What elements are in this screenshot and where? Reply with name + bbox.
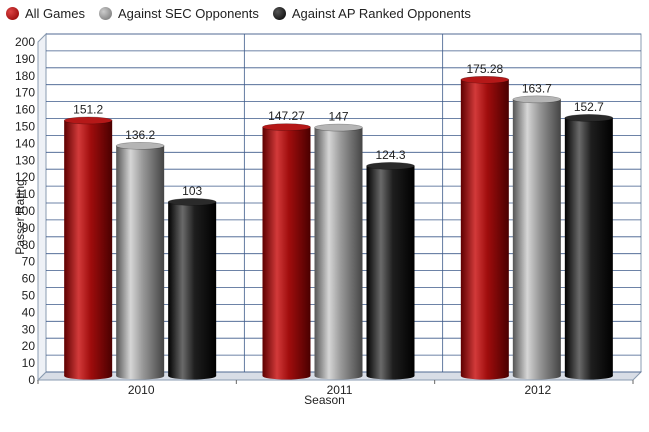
legend-item-sec[interactable]: Against SEC Opponents (98, 5, 259, 21)
bar (314, 127, 363, 376)
bar-base (168, 372, 217, 380)
y-tick-label: 50 (22, 289, 36, 303)
bar-cap (167, 198, 217, 206)
y-tick-label: 110 (16, 187, 35, 201)
bar-base (512, 372, 561, 380)
data-label: 124.3 (375, 148, 405, 162)
bar-base (262, 372, 311, 380)
data-label: 151.2 (73, 102, 103, 116)
bar (116, 145, 165, 376)
bar (512, 99, 561, 377)
bar (564, 117, 613, 376)
y-tick-label: 150 (15, 120, 35, 134)
y-tick-label: 40 (22, 305, 36, 319)
y-tick-label: 130 (15, 153, 35, 167)
axes: 0 10 20 30 40 50 60 70 80 90 100 110 120 130 140 150 160… (15, 35, 634, 397)
y-tick-label: 190 (15, 52, 35, 66)
legend: All Games Against SEC Opponents Against … (6, 4, 485, 22)
y-tick-label: 20 (22, 339, 36, 353)
bar-cap (512, 95, 562, 104)
bar-cap (63, 116, 113, 125)
legend-marker-sec (98, 6, 112, 20)
data-label: 163.7 (522, 81, 552, 95)
y-tick-label: 160 (15, 103, 35, 117)
data-label: 147 (328, 110, 348, 124)
bar-cap (314, 123, 363, 132)
x-tick-label: 2012 (524, 383, 551, 397)
legend-label-sec: Against SEC Opponents (117, 5, 259, 21)
legend-label-all-games: All Games (25, 5, 85, 21)
legend-item-all-games[interactable]: All Games (6, 6, 85, 21)
bar-base (64, 372, 113, 380)
bars (63, 75, 614, 380)
legend-label-ap-ranked: Against AP Ranked Opponents (291, 5, 471, 21)
bar (460, 79, 509, 377)
y-tick-label: 80 (22, 238, 36, 252)
bar (262, 127, 311, 376)
legend-item-ap-ranked[interactable]: Against AP Ranked Opponents (272, 5, 471, 21)
bar-base (116, 372, 165, 380)
bar-base (366, 372, 415, 380)
data-labels: 151.2 136.2 103 147.27 147 124.3 175.28 163.7 15… (73, 62, 604, 198)
bar-cap (366, 162, 415, 170)
y-tick-label: 200 (15, 35, 35, 49)
y-tick-label: 30 (22, 322, 36, 336)
y-tick-label: 120 (15, 170, 35, 184)
y-tick-label: 0 (28, 373, 35, 387)
y-tick-label: 180 (15, 69, 35, 83)
y-tick-label: 170 (15, 86, 35, 100)
bar-base (460, 372, 509, 380)
bar-base (564, 372, 613, 380)
bar (168, 201, 217, 376)
bar (366, 165, 415, 376)
data-label: 147.27 (268, 109, 305, 123)
plot-side-wall (37, 32, 47, 382)
legend-marker-ap-ranked (272, 6, 286, 20)
bar-cap (564, 114, 614, 122)
y-tick-label: 60 (22, 272, 36, 286)
y-tick-label: 140 (15, 136, 35, 150)
bar-cap (262, 123, 311, 131)
data-label: 136.2 (125, 128, 155, 142)
data-label: 103 (182, 184, 202, 198)
bar-cap (115, 142, 165, 150)
data-label: 175.28 (466, 62, 503, 76)
y-tick-label: 90 (22, 221, 36, 235)
bar (64, 120, 113, 376)
x-tick-label: 2011 (327, 383, 353, 397)
data-label: 152.7 (574, 100, 604, 114)
x-axis-title: Season (304, 393, 345, 407)
y-tick-label: 10 (22, 356, 36, 370)
y-tick-label: 100 (15, 204, 35, 218)
x-tick-label: 2010 (128, 383, 155, 397)
bar-base (314, 372, 363, 380)
y-tick-label: 70 (22, 255, 36, 269)
legend-marker-all-games (6, 6, 19, 20)
bar-cap (460, 75, 510, 84)
